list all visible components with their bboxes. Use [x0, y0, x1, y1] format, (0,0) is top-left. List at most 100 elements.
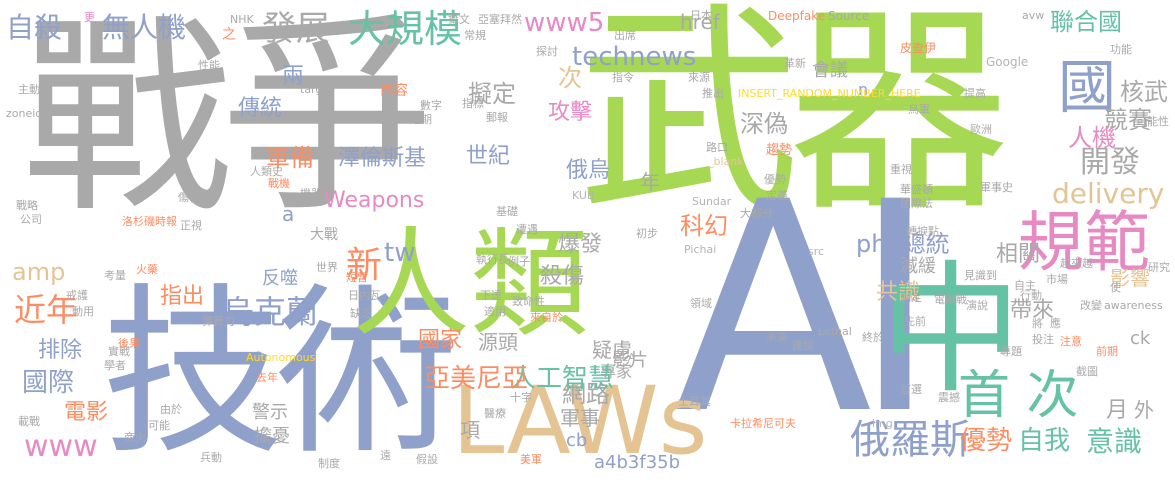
word: 致命性 [512, 295, 545, 308]
word: 意識 [1086, 425, 1143, 458]
word: 電磁戰 [934, 293, 967, 306]
word: tw [384, 238, 416, 268]
word: 俄羅斯 [850, 417, 970, 463]
word: 相關 [996, 242, 1041, 267]
word: 彈簧刀 [202, 315, 235, 328]
word: Source [828, 9, 870, 23]
word: 技術 [102, 267, 458, 479]
word: 功能 [1110, 43, 1132, 56]
word: 優勢 [960, 426, 1013, 456]
word: img [872, 417, 893, 430]
word: 震撼 [938, 391, 960, 404]
word: 可能性 [1136, 115, 1169, 128]
word: LAWs [452, 367, 708, 476]
word: 美軍 [520, 453, 542, 466]
word: 世紀 [466, 144, 511, 169]
word: 例子 [508, 255, 530, 268]
word: 大部分 [740, 207, 773, 220]
word: 前期 [1096, 345, 1118, 358]
word: 項 [460, 418, 480, 442]
word: 遭遇 [516, 223, 538, 236]
word: 軍備 [266, 144, 314, 172]
word: 帶來 [1010, 298, 1055, 323]
word: 投注 [1032, 333, 1054, 346]
word: 內容 [380, 83, 408, 99]
word: 革新 [784, 57, 806, 70]
word: 行動 [1020, 289, 1042, 302]
word: 戰機 [268, 177, 290, 190]
word: href [680, 10, 720, 34]
word: 傳統 [238, 96, 283, 121]
word: 考量 [104, 269, 126, 282]
word: 推出 [702, 87, 724, 100]
word: 研究 [1148, 261, 1170, 274]
word: 減緩 [900, 256, 936, 277]
word: Lethal [818, 325, 852, 338]
word: a [282, 202, 295, 226]
word: 十字 [510, 391, 532, 404]
word: 優勢 [764, 173, 786, 186]
word: 疑慮 [592, 338, 632, 362]
word: 軍事史 [980, 181, 1013, 194]
word: 傷害 [178, 191, 200, 204]
word: 洛杉磯時報 [122, 215, 177, 228]
word: 公司 [20, 213, 42, 226]
word: 重視 [890, 163, 912, 176]
word: 制度 [318, 457, 340, 470]
word: 注意 [1060, 335, 1082, 348]
word: 國家 [418, 328, 463, 353]
word: 亞塞拜然 [478, 13, 522, 26]
word: 無人機 [102, 11, 187, 44]
word: 執行長 [476, 253, 509, 266]
word: n [858, 80, 869, 99]
word: 年 [640, 170, 660, 194]
word: 短暫 [346, 271, 368, 284]
word: Deepfake [768, 9, 826, 23]
word: 共識 [876, 280, 921, 305]
word: www [24, 429, 98, 464]
word: 次 [558, 64, 582, 92]
word: src [808, 245, 825, 258]
word: 截圖 [1076, 365, 1098, 378]
word: 來自於 [530, 311, 563, 324]
word: 聯合國 [1050, 8, 1122, 36]
word: 卡拉希尼可夫 [730, 417, 796, 430]
word: 深偽 [740, 110, 788, 138]
word: 自我 [1018, 426, 1071, 456]
word: 去年 [256, 371, 278, 384]
word: 自殺 [6, 11, 63, 44]
word: 外 [1134, 398, 1154, 422]
word: 兩 [282, 64, 305, 89]
word: 未來 [766, 331, 788, 344]
word: 核武 [1120, 78, 1168, 106]
word: 國際法 [900, 197, 933, 210]
word: 近年 [14, 291, 79, 329]
word: 發展 [262, 9, 330, 49]
word: 規範 [1018, 204, 1150, 281]
word: 將 [1032, 317, 1043, 330]
word: 警示 [252, 402, 288, 423]
word: www5 [524, 8, 605, 38]
word: 俄烏 [566, 158, 611, 183]
word: 影片 [612, 350, 648, 371]
word: 專家 [600, 362, 633, 381]
word: 基礎 [496, 205, 518, 218]
word: 會議 [812, 60, 848, 81]
word: 趨勢 [766, 143, 793, 158]
word: 制定 [900, 291, 922, 304]
word: 澤倫斯基 [338, 146, 427, 171]
word: 市場 [1046, 273, 1068, 286]
word: delivery [1052, 177, 1165, 210]
word: 兵動 [200, 451, 222, 464]
word: 人類史 [250, 165, 283, 178]
word: 首選 [900, 383, 922, 396]
word: BLA [614, 351, 636, 364]
word: 應 [1050, 317, 1061, 330]
word: 缺乏 [350, 307, 372, 320]
word: 戒護 [66, 289, 88, 302]
word: 先前 [904, 315, 926, 328]
word: 數字 [420, 99, 442, 112]
word: 轉捩點 [906, 225, 939, 238]
word: 爆發 [558, 232, 603, 257]
